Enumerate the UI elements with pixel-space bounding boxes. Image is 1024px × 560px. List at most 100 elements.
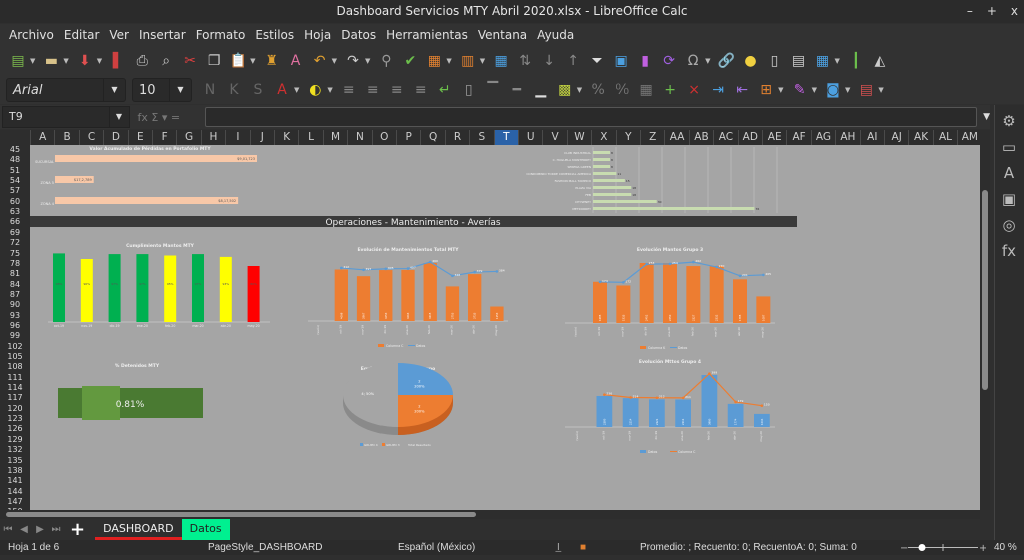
row-number[interactable]: 150 <box>0 507 30 510</box>
chart-grupo3[interactable]: Evolución Mantos Grupo 3 (vacío) oct-19 168… <box>565 246 775 350</box>
chevron-down-icon[interactable]: ▼ <box>63 57 69 65</box>
first-sheet-button[interactable]: ⏮ <box>3 524 13 535</box>
column-header[interactable]: V <box>542 130 566 145</box>
open-folder-icon[interactable]: ▬ <box>44 53 58 69</box>
maximize-button[interactable]: + <box>986 4 997 18</box>
menu-hoja[interactable]: Hoja <box>304 28 332 42</box>
increase-indent-icon[interactable]: ⇥ <box>712 82 725 98</box>
row-number[interactable]: 144 <box>0 486 30 497</box>
menu-herramientas[interactable]: Herramientas <box>386 28 468 42</box>
properties-gear-icon[interactable]: ⚙ <box>1002 112 1016 130</box>
row-number[interactable]: 90 <box>0 300 30 311</box>
column-header[interactable]: B <box>54 130 78 145</box>
chevron-down-icon[interactable]: ▼ <box>811 86 817 94</box>
last-sheet-button[interactable]: ⏭ <box>51 524 61 535</box>
chevron-down-icon[interactable]: ▼ <box>446 57 452 65</box>
split-window-icon[interactable]: ┃ <box>851 53 861 69</box>
border-color-icon[interactable]: ◙ <box>826 82 840 98</box>
column-header[interactable]: Y <box>615 130 640 145</box>
merge-cells-icon[interactable]: ▯ <box>464 82 473 98</box>
row-number[interactable]: 48 <box>0 155 30 166</box>
column-icon[interactable]: ▥ <box>461 53 475 69</box>
font-color-icon[interactable]: A <box>277 82 287 98</box>
column-header[interactable]: P <box>396 130 420 145</box>
chevron-down-icon[interactable]: ▼ <box>294 86 300 94</box>
column-header[interactable]: N <box>347 130 371 145</box>
column-header[interactable]: X <box>591 130 615 145</box>
menu-ventana[interactable]: Ventana <box>477 28 528 42</box>
undo-icon[interactable]: ↶ <box>313 53 326 69</box>
column-header[interactable]: M <box>322 130 347 145</box>
menu-datos[interactable]: Datos <box>341 28 377 42</box>
page-style[interactable]: PageStyle_DASHBOARD <box>208 542 323 553</box>
row-number[interactable]: 126 <box>0 424 30 435</box>
row-number[interactable]: 51 <box>0 165 30 176</box>
align-left-icon[interactable]: ≡ <box>342 82 355 98</box>
add-decimal-icon[interactable]: + <box>664 82 677 98</box>
column-header[interactable]: AF <box>786 130 810 145</box>
borders-icon[interactable]: ⊞ <box>760 82 773 98</box>
find-replace-icon[interactable]: ⚲ <box>381 53 392 69</box>
chevron-down-icon[interactable]: ▼ <box>96 57 103 65</box>
next-sheet-button[interactable]: ▶ <box>36 524 44 535</box>
image-icon[interactable]: ▣ <box>614 53 628 69</box>
zoom-slider[interactable]: − + <box>900 540 987 555</box>
row-number[interactable]: 81 <box>0 269 30 280</box>
chart-perdidas[interactable]: Valor Acumulado de Pérdidas en Portafoli… <box>35 145 257 206</box>
chart-detenidos[interactable]: % Detenidos MTY 0.81% <box>58 363 203 420</box>
column-header[interactable]: AK <box>908 130 932 145</box>
chevron-down-icon[interactable]: ▼ <box>169 79 191 101</box>
chevron-down-icon[interactable]: ▼ <box>103 79 125 101</box>
column-header[interactable]: Q <box>420 130 444 145</box>
paste-icon[interactable]: 📋 <box>229 53 247 69</box>
chart-icon[interactable]: ▮ <box>641 53 649 69</box>
new-document-icon[interactable]: ▤ <box>11 53 25 69</box>
row-number[interactable]: 141 <box>0 476 30 487</box>
align-top-icon[interactable]: ▔ <box>487 82 499 98</box>
chart-total-mty[interactable]: Evolución de Mantenimientos Total MTY (va… <box>308 246 508 348</box>
row-number[interactable]: 114 <box>0 383 30 394</box>
chevron-down-icon[interactable]: ▼ <box>576 86 583 94</box>
column-header[interactable]: S <box>469 130 493 145</box>
special-character-icon[interactable]: Ω <box>687 53 699 69</box>
justify-icon[interactable]: ≡ <box>414 82 427 98</box>
spreadsheet-grid[interactable]: Valor Acumulado de Pérdidas en Portafoli… <box>30 145 980 510</box>
chevron-down-icon[interactable]: ▼ <box>250 57 256 65</box>
row-number[interactable]: 99 <box>0 331 30 342</box>
chevron-down-icon[interactable]: ▼ <box>834 57 840 65</box>
menu-insertar[interactable]: Insertar <box>138 28 186 42</box>
menu-editar[interactable]: Editar <box>63 28 100 42</box>
column-header[interactable]: A <box>30 130 54 145</box>
column-header[interactable]: G <box>176 130 200 145</box>
percent-format-icon[interactable]: % <box>591 82 605 98</box>
row-number[interactable]: 84 <box>0 279 30 290</box>
show-draw-functions-icon[interactable]: ◭ <box>874 53 886 69</box>
name-box[interactable]: T9 ▼ <box>2 106 130 128</box>
formula-input[interactable] <box>205 107 978 127</box>
column-header[interactable]: H <box>200 130 225 145</box>
row-number[interactable]: 54 <box>0 176 30 187</box>
horizontal-scrollbar[interactable] <box>0 510 980 519</box>
column-header[interactable]: Z <box>640 130 664 145</box>
row-number[interactable]: 45 <box>0 145 30 155</box>
currency-format-icon[interactable]: ▩ <box>558 82 572 98</box>
number-format-icon[interactable]: ⁰⁄₀ <box>615 82 629 98</box>
column-header[interactable]: AD <box>737 130 762 145</box>
pivot-table-icon[interactable]: ⟳ <box>663 53 675 69</box>
print-icon[interactable]: ⎙ <box>136 53 148 69</box>
underline-icon[interactable]: S <box>253 82 263 98</box>
row-number[interactable]: 111 <box>0 372 30 383</box>
chart-cumplimiento[interactable]: Cumplimiento Mantos MTY 98% oct-19 90% nov-1… <box>48 243 270 328</box>
minimize-button[interactable]: – <box>966 4 973 18</box>
align-center-icon[interactable]: ≡ <box>366 82 379 98</box>
row-number[interactable]: 132 <box>0 445 30 456</box>
font-styles-icon[interactable]: A <box>1003 164 1015 182</box>
menu-estilos[interactable]: Estilos <box>255 28 295 42</box>
wrap-text-icon[interactable]: ↵ <box>438 82 451 98</box>
close-button[interactable]: x <box>1010 4 1018 18</box>
row-number[interactable]: 69 <box>0 227 30 238</box>
column-header[interactable]: J <box>249 130 274 145</box>
save-icon[interactable]: ⬇ <box>78 53 91 69</box>
font-size-combo[interactable]: 10 ▼ <box>132 78 192 102</box>
tab-dashboard[interactable]: DASHBOARD <box>95 519 182 540</box>
